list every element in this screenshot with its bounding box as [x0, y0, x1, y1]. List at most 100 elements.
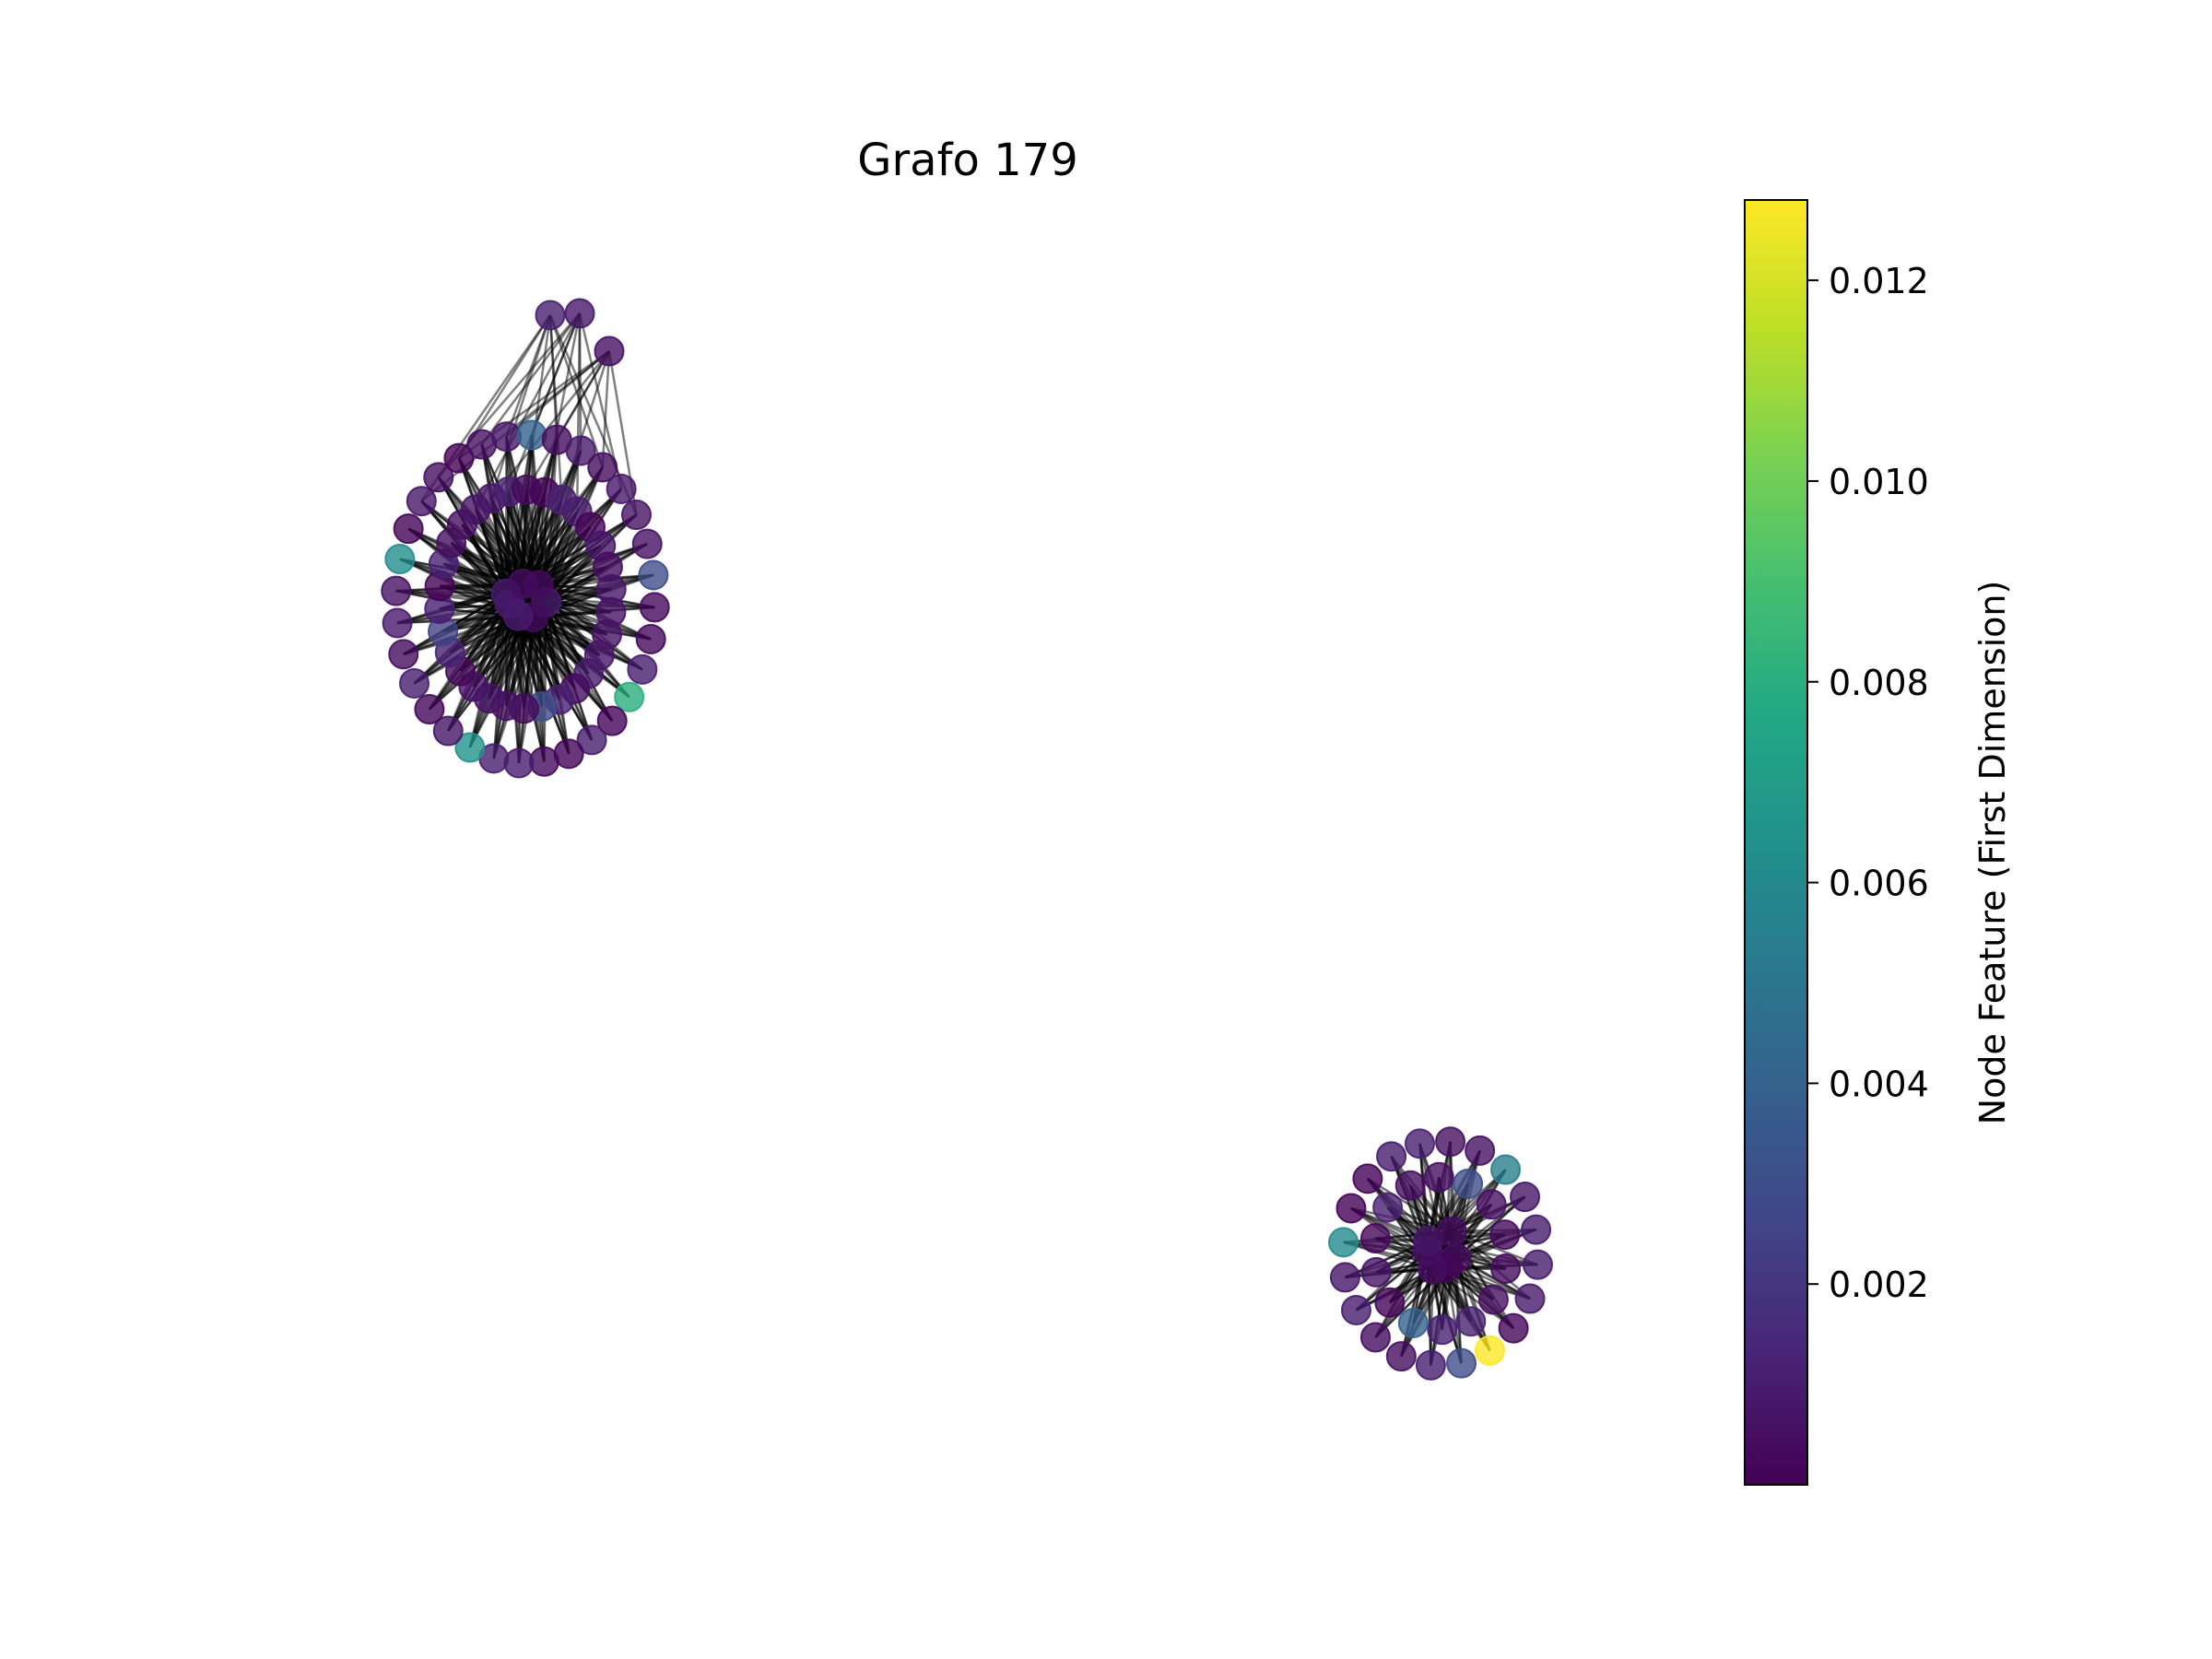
graph-node	[423, 462, 454, 493]
graph-node	[381, 575, 412, 606]
edge	[538, 573, 654, 587]
edge	[490, 498, 540, 586]
graph-node	[1394, 1170, 1426, 1201]
graph-node	[1476, 1189, 1507, 1220]
graph-node	[1374, 1287, 1406, 1318]
graph-node	[1465, 1135, 1496, 1166]
graph-node	[1329, 1262, 1360, 1293]
edge	[505, 436, 540, 586]
colorbar-tick-label: 0.008	[1829, 663, 1929, 703]
graph-node	[1335, 1193, 1367, 1224]
graph-node	[1490, 1253, 1522, 1284]
edge	[536, 440, 559, 586]
graph-node	[1397, 1307, 1429, 1338]
edge	[1451, 1230, 1538, 1266]
edge	[437, 477, 524, 585]
graph-node	[1436, 1216, 1467, 1247]
graph-node	[635, 623, 666, 654]
graph-node	[1477, 1284, 1509, 1315]
edge	[543, 312, 582, 493]
graph-node	[1474, 1335, 1505, 1366]
graph-node	[594, 335, 625, 367]
edge	[459, 584, 540, 672]
graph-node	[535, 300, 566, 331]
graph-node	[454, 732, 486, 763]
edge	[575, 312, 582, 512]
graph-node	[639, 592, 670, 623]
edge	[537, 583, 655, 609]
edge	[472, 584, 540, 688]
graph-node	[595, 573, 627, 605]
graph-node	[1453, 1169, 1484, 1200]
graph-node	[1423, 1161, 1454, 1193]
graph-node	[1435, 1126, 1466, 1158]
colorbar-tick-label: 0.012	[1829, 261, 1929, 301]
graph-node	[1340, 1294, 1371, 1325]
graph-node	[1328, 1227, 1359, 1258]
graph-node	[1489, 1219, 1521, 1251]
edge	[507, 491, 524, 584]
graph-node	[1372, 1192, 1404, 1223]
graph-node	[523, 570, 554, 601]
graph-node	[384, 544, 416, 575]
colorbar-tick-label: 0.010	[1829, 462, 1929, 502]
edge	[507, 491, 540, 586]
graph-node	[1415, 1349, 1446, 1381]
graph-node	[382, 607, 413, 639]
graph-node	[1352, 1163, 1383, 1194]
graph-node	[1521, 1214, 1552, 1245]
network-graph	[381, 298, 1553, 1381]
graph-node	[414, 694, 445, 725]
graph-node	[1446, 1347, 1477, 1379]
edge	[1367, 1177, 1453, 1233]
edge	[525, 350, 611, 490]
graph-node	[638, 559, 669, 591]
graph-node	[620, 500, 652, 531]
colorbar-label: Node Feature (First Dimension)	[1972, 580, 2013, 1125]
edge	[525, 489, 540, 586]
edge	[437, 477, 540, 586]
edge	[1418, 1143, 1430, 1241]
edge	[490, 314, 552, 500]
graph-node	[1359, 1223, 1391, 1254]
graph-node	[631, 528, 663, 559]
edge	[475, 312, 582, 511]
graph-node	[587, 452, 618, 483]
colorbar-tick-label: 0.004	[1829, 1064, 1929, 1104]
graph-node	[614, 681, 645, 712]
graph-node	[393, 513, 424, 545]
graph-node	[1359, 1322, 1391, 1353]
colorbar-tick-label: 0.006	[1829, 864, 1929, 904]
edge	[468, 593, 508, 748]
edge	[560, 350, 611, 500]
graph-node	[1360, 1256, 1392, 1288]
nodes	[381, 298, 1553, 1381]
colorbar-tick-label: 0.002	[1829, 1265, 1929, 1305]
graph-node	[564, 298, 595, 329]
graph-node	[1427, 1314, 1458, 1346]
graph-node	[1455, 1306, 1487, 1337]
graph-node	[596, 705, 628, 736]
graph-node	[606, 473, 637, 504]
graph-node	[576, 724, 607, 756]
colorbar-gradient	[1744, 199, 1808, 1486]
edge	[601, 350, 611, 468]
graph-node	[388, 639, 419, 670]
graph-node	[1522, 1249, 1553, 1280]
graph-node	[1490, 1154, 1522, 1185]
graph-node	[565, 435, 596, 466]
graph-node	[627, 653, 658, 685]
graph-node	[1385, 1341, 1417, 1372]
edge	[490, 350, 610, 500]
graph-node	[1514, 1283, 1546, 1314]
edge	[536, 492, 547, 586]
edge	[480, 312, 582, 445]
graph-node	[1404, 1128, 1435, 1159]
graph-node	[406, 486, 437, 517]
plot-title: Grafo 179	[857, 135, 1078, 186]
edge	[457, 457, 540, 586]
graph-node	[1376, 1141, 1407, 1172]
graph-node	[443, 442, 475, 474]
